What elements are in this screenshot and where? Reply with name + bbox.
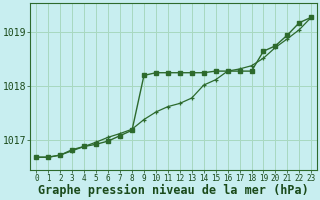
X-axis label: Graphe pression niveau de la mer (hPa): Graphe pression niveau de la mer (hPa) [38, 184, 309, 197]
